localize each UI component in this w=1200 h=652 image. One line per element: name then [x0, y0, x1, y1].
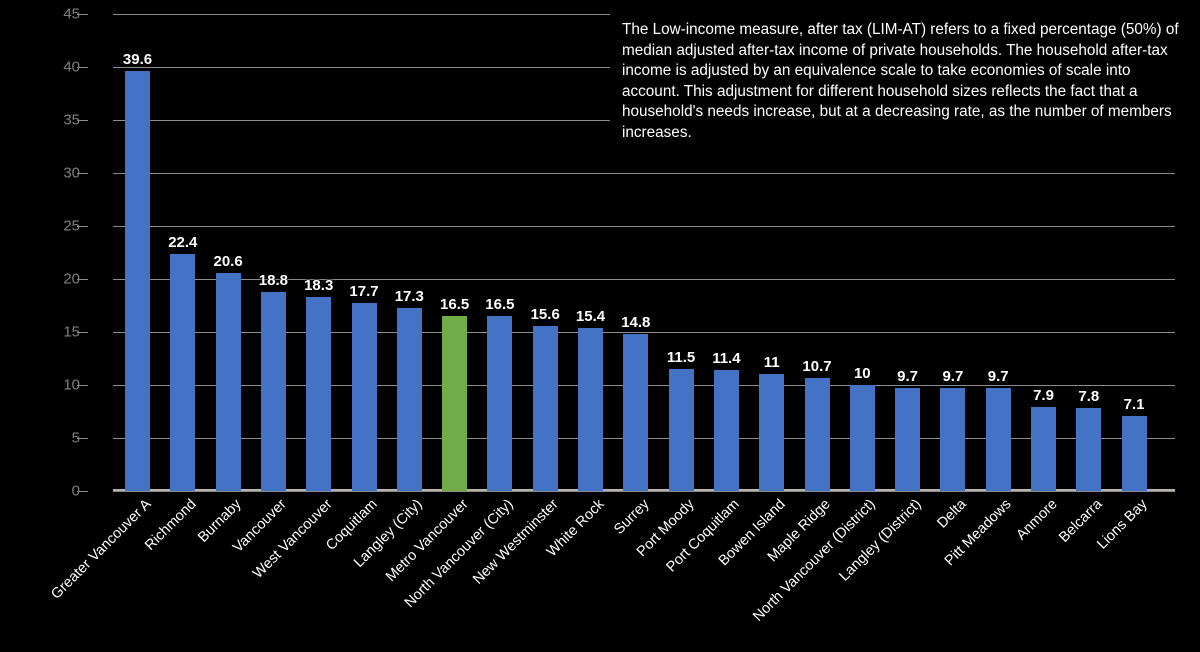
y-axis-tick [77, 173, 88, 174]
y-axis-tick-label: 40 [63, 58, 80, 76]
gridline [113, 279, 1175, 280]
bar-value-label: 7.9 [1033, 387, 1054, 405]
bar[interactable]: 15.6 [531, 307, 560, 491]
bar[interactable]: 18.3 [304, 278, 333, 491]
bar-value-label: 22.4 [168, 233, 198, 251]
gridline [113, 120, 610, 121]
bar[interactable]: 15.4 [576, 309, 605, 491]
bar-value-label: 15.6 [530, 305, 560, 323]
bar-value-label: 39.6 [122, 51, 153, 69]
x-axis-category-label: Delta [934, 496, 970, 532]
bar[interactable]: 16.5 [485, 297, 514, 491]
bar-value-label: 9.7 [897, 368, 919, 386]
gridline [113, 226, 1175, 227]
bar[interactable]: 20.6 [213, 254, 243, 491]
bar-value-label: 16.5 [439, 296, 470, 314]
gridline [113, 332, 1175, 333]
bar-value-label: 17.3 [394, 287, 424, 305]
bar[interactable]: 39.6 [123, 52, 152, 491]
x-axis-category-label: Langley (District) [835, 496, 925, 585]
bar-value-label: 10 [853, 365, 871, 382]
bar-value-label: 9.7 [942, 368, 964, 386]
gridline [113, 491, 1175, 492]
y-axis-tick-label: 30 [63, 164, 80, 182]
y-axis-tick [77, 332, 88, 333]
x-axis-category-label: New Westminster [470, 496, 562, 588]
bar-value-label: 17.7 [349, 283, 379, 301]
y-axis-tick-label: 5 [71, 429, 80, 447]
gridline [113, 67, 610, 68]
bar-value-label: 16.5 [485, 296, 515, 314]
y-axis-tick-label: 20 [63, 270, 80, 288]
y-axis-tick [77, 120, 88, 121]
x-axis-category-label: Anmore [1012, 496, 1061, 544]
bar-value-label: 11 [763, 354, 780, 372]
bar[interactable]: 10 [849, 366, 875, 491]
bar[interactable]: 9.7 [940, 369, 966, 491]
bar[interactable]: 16.5 [440, 297, 469, 491]
gridline [113, 14, 610, 15]
y-axis-tick-label: 35 [63, 111, 80, 129]
y-axis-tick [77, 14, 88, 15]
gridline [113, 173, 1175, 174]
x-axis-category-label: Metro Vancouver [382, 496, 472, 585]
bar[interactable]: 11 [759, 355, 785, 491]
bar-value-label: 9.7 [987, 368, 1009, 386]
bar[interactable]: 7.1 [1121, 397, 1147, 491]
bar[interactable]: 22.4 [168, 235, 197, 491]
y-axis-tick [77, 226, 88, 227]
y-axis-tick [77, 491, 88, 492]
y-axis-tick-label: 25 [63, 217, 80, 235]
bar[interactable]: 18.8 [259, 273, 288, 491]
y-axis-tick [77, 385, 88, 386]
bar-value-label: 11.4 [712, 350, 741, 368]
bar[interactable]: 11.5 [667, 350, 695, 491]
y-axis-tick-label: 10 [63, 376, 80, 394]
bar[interactable]: 7.9 [1031, 388, 1056, 491]
bar-value-label: 10.7 [802, 357, 832, 375]
bar-value-label: 18.8 [258, 271, 288, 289]
x-axis-category-label: Greater Vancouver A [47, 496, 155, 603]
bar-value-label: 14.8 [621, 314, 651, 332]
bar-value-label: 11.5 [666, 349, 696, 367]
bar[interactable]: 14.8 [621, 315, 650, 491]
bar[interactable]: 17.7 [349, 284, 379, 491]
y-axis-tick [77, 279, 88, 280]
bar[interactable]: 10.7 [802, 359, 832, 491]
bar[interactable]: 9.7 [895, 369, 921, 491]
annotation-paragraph: The Low-income measure, after tax (LIM-A… [622, 21, 1179, 141]
y-axis-tick [77, 67, 88, 68]
bar-value-label: 20.6 [213, 252, 243, 270]
bar-value-label: 7.1 [1123, 395, 1145, 413]
y-axis-tick [77, 438, 88, 439]
bar[interactable]: 11.4 [712, 351, 741, 491]
bar-value-label: 7.8 [1078, 388, 1100, 406]
x-axis-category-label: Surrey [610, 496, 653, 538]
bar[interactable]: 17.3 [395, 289, 424, 491]
plot-area: 0 5 10 15 20 25 30 35 40 45 39.6 22.4 20.6 18.8 18.3 17… [63, 7, 1175, 499]
bar[interactable]: 9.7 [985, 369, 1011, 491]
y-axis-tick-label: 0 [71, 482, 80, 500]
bar-value-label: 15.4 [575, 307, 606, 325]
y-axis-tick-label: 15 [63, 323, 80, 341]
y-axis-tick-label: 45 [63, 5, 80, 23]
annotation-text-block: The Low-income measure, after tax (LIM-A… [622, 20, 1182, 143]
bar[interactable]: 7.8 [1076, 389, 1102, 491]
bar-value-label: 18.3 [304, 277, 334, 295]
x-axis-labels: Greater Vancouver A Richmond Burnaby Vancou… [0, 496, 1200, 647]
